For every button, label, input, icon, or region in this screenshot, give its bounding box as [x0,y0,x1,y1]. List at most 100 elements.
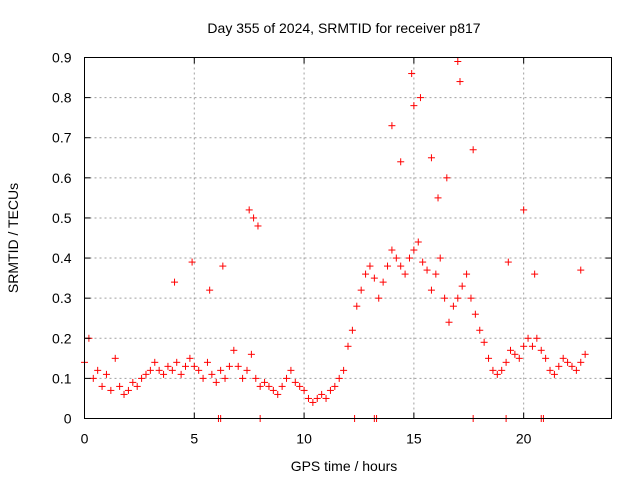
data-point [408,70,416,78]
data-point [274,390,282,398]
data-point [416,94,424,102]
y-tick-label: 0.8 [52,90,72,106]
data-point [432,270,440,278]
data-point [441,294,449,302]
data-point [318,390,326,398]
data-point [443,174,451,182]
data-point [388,122,396,130]
plot-frame [84,57,612,419]
data-point [291,378,299,386]
data-point [533,334,541,342]
data-point [454,294,462,302]
data-point [357,286,365,294]
data-point [467,294,475,302]
data-point [89,374,97,382]
data-point [485,354,493,362]
data-point [537,346,545,354]
data-point [493,370,501,378]
data-point [256,382,264,390]
data-point [572,366,580,374]
data-point [322,394,330,402]
data-point [463,270,471,278]
data-point [138,374,146,382]
data-point [410,102,418,110]
data-point [375,294,383,302]
data-point [546,366,554,374]
data-point [423,266,431,274]
y-tick-label: 0.7 [52,130,72,146]
data-point [353,302,361,310]
data-point [555,362,563,370]
data-point [278,382,286,390]
data-point [456,78,464,86]
y-tick-label: 0.4 [52,250,72,266]
data-point [225,362,233,370]
data-point [498,366,506,374]
y-tick-label: 0.3 [52,290,72,306]
data-point [151,358,159,366]
x-tick-label: 5 [190,431,198,447]
x-tick-label: 0 [81,431,89,447]
data-point [283,374,291,382]
data-point [230,346,238,354]
data-point [581,350,589,358]
data-point [177,370,185,378]
data-point [524,334,532,342]
data-point [434,194,442,202]
data-point [206,286,214,294]
data-point [542,354,550,362]
data-point [313,394,321,402]
data-point [502,358,510,366]
grid-layer [84,57,612,419]
data-point [247,350,255,358]
data-point [419,258,427,266]
data-point [577,266,585,274]
data-point [528,342,536,350]
data-point [296,382,304,390]
data-point [212,378,220,386]
data-point [208,370,216,378]
data-point [469,146,477,154]
data-point [186,354,194,362]
data-point [199,374,207,382]
data-point [405,254,413,262]
data-point [164,362,172,370]
data-point [348,326,356,334]
data-point [326,386,334,394]
data-point [427,286,435,294]
data-point [480,338,488,346]
data-point [133,382,141,390]
data-point [401,270,409,278]
data-point [304,394,312,402]
data-point [520,342,528,350]
data-point [309,398,317,406]
data-point [504,258,512,266]
data-point [142,370,150,378]
data-point [366,262,374,270]
data-point [410,246,418,254]
data-point [254,222,262,230]
data-point [234,362,242,370]
data-point [120,390,128,398]
data-point [449,302,457,310]
data-point [124,386,132,394]
data-point [550,370,558,378]
data-point [261,378,269,386]
labels-layer: 0 0.1 0.2 0.3 0.4 0.5 0.6 0.7 0.8 0.9 0 5 10 15 20 [52,50,532,447]
data-point [388,246,396,254]
data-point [203,358,211,366]
data-point [219,262,227,270]
data-point [564,358,572,366]
data-point [384,262,392,270]
data-point [520,206,528,214]
data-point [300,386,308,394]
data-point [515,354,523,362]
points-layer [81,58,589,422]
data-point [173,358,181,366]
data-point [269,386,277,394]
data-point [188,258,196,266]
data-point [190,362,198,370]
y-tick-label: 0.1 [52,370,72,386]
data-point [146,366,154,374]
